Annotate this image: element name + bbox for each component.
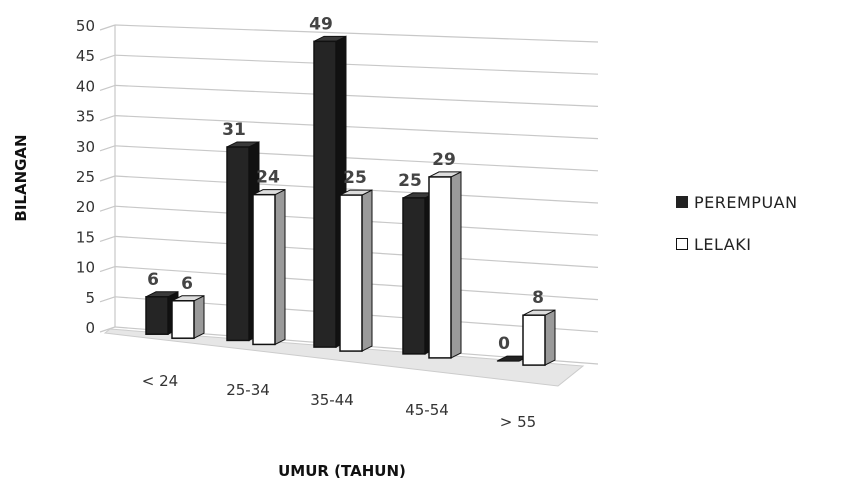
x-category-2: 35-44 [310, 391, 354, 409]
side-gridline-0 [99, 326, 116, 333]
side-gridline-25 [99, 175, 116, 182]
bar-lelaki-1 [252, 188, 286, 346]
y-tick-25: 25 [76, 168, 95, 186]
y-tick-10: 10 [76, 259, 95, 277]
y-tick-45: 45 [76, 47, 95, 65]
bar-lelaki-4 [522, 309, 556, 366]
gridline-35 [114, 115, 599, 140]
side-gridline-40 [99, 84, 116, 91]
side-gridline-35 [99, 115, 116, 122]
side-gridline-20 [99, 205, 116, 212]
data-label-lelaki-4: 8 [532, 288, 544, 308]
legend-label-lelaki: LELAKI [694, 234, 752, 254]
bar-lelaki-3 [428, 171, 462, 359]
bar-lelaki-2 [339, 189, 373, 352]
x-category-0: < 24 [142, 372, 178, 390]
legend-item-perempuan: PEREMPUAN [676, 192, 798, 212]
legend-swatch-perempuan [676, 196, 688, 208]
bar-lelaki-0 [171, 294, 205, 340]
gridline-40 [114, 84, 599, 107]
side-gridline-50 [99, 24, 116, 31]
side-gridline-15 [99, 235, 116, 242]
y-tick-30: 30 [76, 138, 95, 156]
side-gridline-45 [99, 54, 116, 61]
y-tick-40: 40 [76, 77, 95, 95]
x-axis-categories: < 24 25-34 35-44 45-54 > 55 [142, 372, 536, 431]
x-category-1: 25-34 [226, 381, 270, 399]
gridline-30 [114, 145, 599, 172]
side-gridline-5 [99, 296, 116, 303]
y-tick-20: 20 [76, 198, 95, 216]
data-label-perempuan-4: 0 [498, 334, 510, 354]
legend-item-lelaki: LELAKI [676, 234, 798, 254]
y-axis-ticks: 0 5 10 15 20 25 30 35 40 45 50 [76, 17, 95, 337]
x-category-4: > 55 [500, 413, 536, 431]
y-axis-title: BILANGAN [12, 134, 30, 221]
data-label-perempuan-3: 25 [398, 171, 422, 191]
gridline-25 [114, 175, 599, 204]
data-label-lelaki-3: 29 [432, 150, 456, 170]
bars [145, 35, 556, 366]
data-label-perempuan-2: 49 [309, 14, 333, 34]
legend: PEREMPUAN LELAKI [676, 192, 798, 276]
gridline-50 [114, 24, 599, 43]
data-label-lelaki-2: 25 [343, 168, 367, 188]
data-label-lelaki-0: 6 [181, 274, 193, 294]
y-tick-5: 5 [85, 289, 95, 307]
y-tick-15: 15 [76, 228, 95, 246]
y-tick-0: 0 [85, 319, 95, 337]
legend-swatch-lelaki [676, 238, 688, 250]
side-gridline-10 [99, 266, 116, 273]
x-axis-title: UMUR (TAHUN) [278, 462, 406, 480]
data-label-perempuan-1: 31 [222, 120, 246, 140]
y-tick-50: 50 [76, 17, 95, 35]
data-label-perempuan-0: 6 [147, 270, 159, 290]
side-gridline-30 [99, 145, 116, 152]
data-label-lelaki-1: 24 [256, 168, 280, 188]
y-tick-35: 35 [76, 108, 95, 126]
gridline-45 [114, 54, 599, 75]
legend-label-perempuan: PEREMPUAN [694, 192, 798, 212]
data-labels: 6 6 31 24 49 25 25 29 0 8 [147, 14, 544, 354]
x-category-3: 45-54 [405, 401, 449, 419]
